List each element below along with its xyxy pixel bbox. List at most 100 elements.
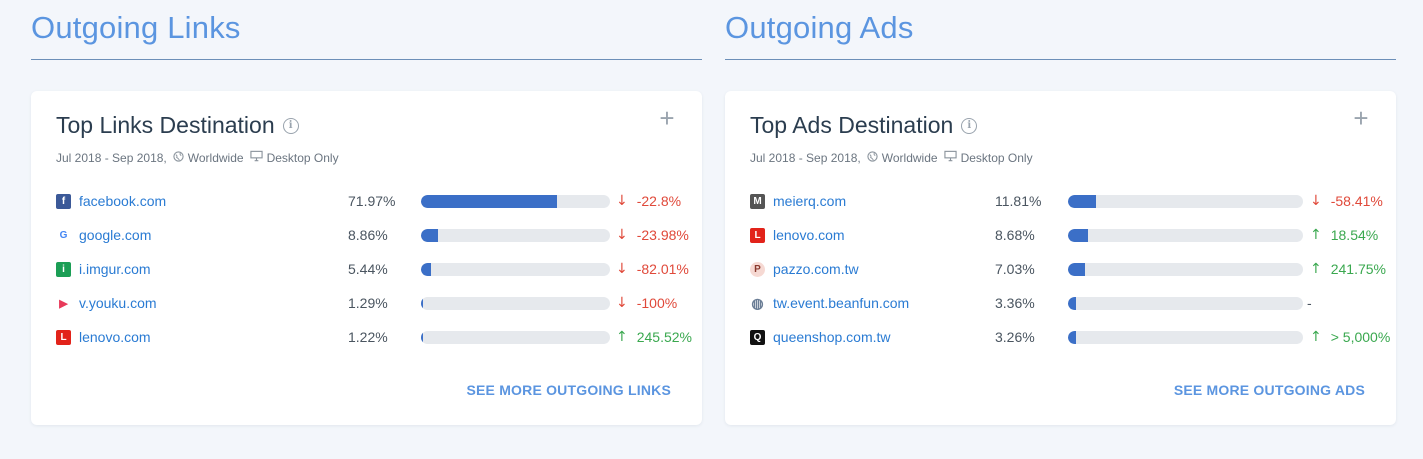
globe-icon: ◍ xyxy=(750,294,765,311)
see-more-outgoing-ads-button[interactable]: SEE MORE OUTGOING ADS xyxy=(1173,382,1365,398)
youku-icon: ▶ xyxy=(56,295,71,311)
traffic-share: 1.29% xyxy=(348,295,388,311)
change-value: - xyxy=(1307,295,1312,311)
outgoing-links-section: Outgoing Links Top Links Destination i +… xyxy=(31,0,702,425)
change-text: 18.54% xyxy=(1330,227,1379,243)
share-bar xyxy=(421,296,610,310)
domain-link[interactable]: pazzo.com.tw xyxy=(773,261,859,277)
change-value: ↓ -58.41% xyxy=(1310,193,1383,209)
domain-link[interactable]: queenshop.com.tw xyxy=(773,329,891,345)
share-bar-fill xyxy=(421,228,438,242)
add-button[interactable]: + xyxy=(1353,103,1369,133)
date-range: Jul 2018 - Sep 2018, xyxy=(56,150,167,165)
domain-link[interactable]: facebook.com xyxy=(79,193,167,209)
imgur-icon: i xyxy=(56,261,71,277)
arrow-down-icon: ↓ xyxy=(616,261,628,277)
section-title: Outgoing Ads xyxy=(725,0,1396,60)
traffic-share: 71.97% xyxy=(348,193,396,209)
domain-link[interactable]: tw.event.beanfun.com xyxy=(773,295,910,311)
arrow-up-icon: ↑ xyxy=(616,329,628,345)
globe-icon xyxy=(173,150,184,165)
domain-link[interactable]: lenovo.com xyxy=(773,227,845,243)
change-text: -23.98% xyxy=(636,227,689,243)
share-bar-fill xyxy=(1068,194,1096,208)
see-more-outgoing-links-button[interactable]: SEE MORE OUTGOING LINKS xyxy=(466,382,671,398)
domain-link[interactable]: google.com xyxy=(79,227,152,243)
globe-icon xyxy=(867,150,878,165)
info-icon[interactable]: i xyxy=(282,117,299,134)
filter-summary: Jul 2018 - Sep 2018, Worldwide Desktop O… xyxy=(750,150,1033,165)
domain-link[interactable]: lenovo.com xyxy=(79,329,151,345)
share-bar-fill xyxy=(421,194,558,208)
device: Desktop Only xyxy=(960,150,1033,165)
list-item: ◍ tw.event.beanfun.com 3.36% - xyxy=(750,286,1396,320)
traffic-share: 3.36% xyxy=(995,295,1035,311)
lenovo-icon: L xyxy=(750,227,765,243)
top-links-card: Top Links Destination i + Jul 2018 - Sep… xyxy=(31,91,702,425)
card-title: Top Links Destination i xyxy=(56,112,299,139)
card-title-text: Top Ads Destination xyxy=(750,112,954,138)
domain-link[interactable]: v.youku.com xyxy=(79,295,157,311)
share-bar xyxy=(421,228,610,242)
monitor-icon xyxy=(249,150,263,165)
share-bar-fill xyxy=(421,262,432,276)
google-icon: G xyxy=(56,227,71,243)
arrow-down-icon: ↓ xyxy=(1310,193,1322,209)
domain-link[interactable]: meierq.com xyxy=(773,193,847,209)
date-range: Jul 2018 - Sep 2018, xyxy=(750,150,861,165)
card-title: Top Ads Destination i xyxy=(750,112,978,139)
change-text: > 5,000% xyxy=(1330,329,1391,345)
share-bar xyxy=(421,262,610,276)
traffic-share: 5.44% xyxy=(348,261,388,277)
add-button[interactable]: + xyxy=(659,103,675,133)
share-bar xyxy=(421,330,610,344)
change-text: 245.52% xyxy=(636,329,693,345)
outgoing-ads-section: Outgoing Ads Top Ads Destination i + Jul… xyxy=(725,0,1396,425)
change-text: -100% xyxy=(636,295,678,311)
info-icon[interactable]: i xyxy=(961,117,978,134)
share-bar xyxy=(421,194,610,208)
arrow-down-icon: ↓ xyxy=(616,295,628,311)
change-text: -22.8% xyxy=(636,193,682,209)
share-bar-fill xyxy=(421,330,424,344)
change-value: ↓ -82.01% xyxy=(616,261,689,277)
share-bar xyxy=(1068,330,1303,344)
traffic-share: 7.03% xyxy=(995,261,1035,277)
change-value: ↑ 241.75% xyxy=(1310,261,1386,277)
list-item: i i.imgur.com 5.44% ↓ -82.01% xyxy=(56,252,702,286)
share-bar xyxy=(1068,262,1303,276)
device: Desktop Only xyxy=(266,150,339,165)
arrow-up-icon: ↑ xyxy=(1310,261,1322,277)
monitor-icon xyxy=(943,150,957,165)
share-bar-fill xyxy=(1068,262,1085,276)
list-item: ▶ v.youku.com 1.29% ↓ -100% xyxy=(56,286,702,320)
change-value: ↓ -100% xyxy=(616,295,677,311)
change-text: - xyxy=(1307,295,1312,311)
top-ads-card: Top Ads Destination i + Jul 2018 - Sep 2… xyxy=(725,91,1396,425)
traffic-share: 3.26% xyxy=(995,329,1035,345)
traffic-share: 8.68% xyxy=(995,227,1035,243)
change-text: -58.41% xyxy=(1330,193,1383,209)
change-value: ↑ > 5,000% xyxy=(1310,329,1390,345)
filter-summary: Jul 2018 - Sep 2018, Worldwide Desktop O… xyxy=(56,150,339,165)
facebook-icon: f xyxy=(56,193,71,209)
share-bar-fill xyxy=(1068,228,1089,242)
change-value: ↓ -22.8% xyxy=(616,193,681,209)
domain-link[interactable]: i.imgur.com xyxy=(79,261,151,277)
traffic-share: 1.22% xyxy=(348,329,388,345)
traffic-share: 8.86% xyxy=(348,227,388,243)
change-value: ↑ 18.54% xyxy=(1310,227,1378,243)
change-value: ↑ 245.52% xyxy=(616,329,692,345)
share-bar xyxy=(1068,194,1303,208)
change-text: -82.01% xyxy=(636,261,689,277)
arrow-up-icon: ↑ xyxy=(1310,329,1322,345)
traffic-share: 11.81% xyxy=(995,193,1042,209)
share-bar-fill xyxy=(1068,330,1076,344)
